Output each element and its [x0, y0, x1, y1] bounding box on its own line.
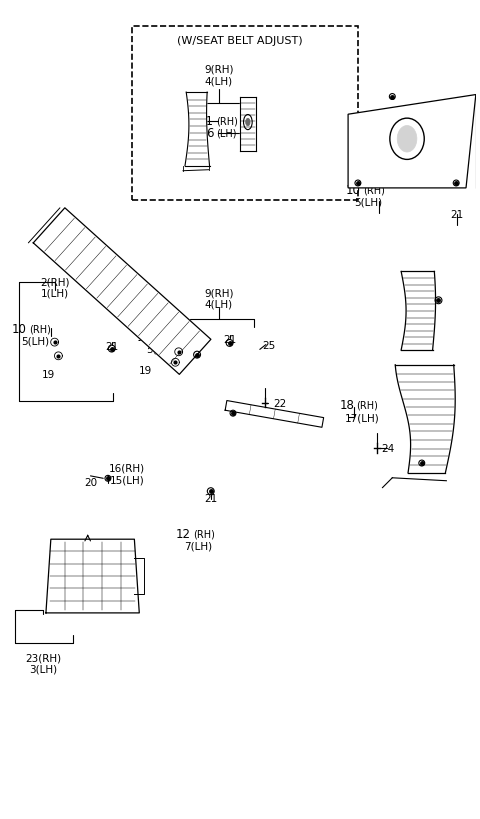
Text: 6: 6 — [206, 127, 214, 140]
Text: 19: 19 — [41, 370, 55, 380]
Text: (RH): (RH) — [29, 324, 51, 334]
Text: 9(RH): 9(RH) — [204, 65, 234, 75]
Text: 10: 10 — [346, 183, 360, 197]
Text: 21: 21 — [223, 334, 236, 345]
Text: 10: 10 — [137, 331, 152, 343]
Text: 12: 12 — [176, 527, 191, 541]
Text: (LH): (LH) — [216, 129, 237, 138]
Text: (RH): (RH) — [357, 400, 378, 410]
Ellipse shape — [246, 119, 250, 127]
Text: 5(LH): 5(LH) — [21, 336, 49, 346]
Text: 18: 18 — [339, 399, 354, 412]
Text: 23(RH): 23(RH) — [25, 653, 61, 663]
Text: 5(LH): 5(LH) — [354, 197, 383, 207]
Text: 11: 11 — [199, 115, 214, 128]
Bar — [132, 27, 358, 201]
Polygon shape — [395, 365, 455, 473]
Text: 22: 22 — [273, 398, 286, 408]
Text: 16(RH): 16(RH) — [109, 463, 145, 473]
Text: 7(LH): 7(LH) — [184, 541, 213, 551]
Text: (RH): (RH) — [398, 139, 420, 149]
Text: (W/SEAT BELT ADJUST): (W/SEAT BELT ADJUST) — [177, 36, 303, 46]
Text: 21: 21 — [105, 342, 119, 351]
Text: 14: 14 — [381, 138, 396, 151]
Text: 10: 10 — [12, 323, 27, 336]
Text: 2(RH): 2(RH) — [40, 278, 70, 287]
Text: (RH): (RH) — [193, 529, 215, 539]
Text: 19: 19 — [139, 366, 152, 376]
Text: 4(LH): 4(LH) — [204, 76, 233, 86]
Text: (RH): (RH) — [154, 332, 176, 342]
Text: 8: 8 — [52, 583, 59, 593]
Polygon shape — [225, 401, 324, 428]
Text: 1(LH): 1(LH) — [41, 288, 69, 299]
Polygon shape — [240, 98, 256, 152]
Polygon shape — [401, 272, 435, 351]
Text: 15(LH): 15(LH) — [109, 474, 144, 485]
Polygon shape — [348, 96, 476, 188]
Text: 25: 25 — [263, 340, 276, 350]
Ellipse shape — [397, 126, 417, 153]
Text: 24: 24 — [382, 443, 395, 453]
Text: 5(LH): 5(LH) — [146, 344, 174, 354]
Text: 9(RH): 9(RH) — [204, 287, 234, 298]
Text: 17(LH): 17(LH) — [345, 413, 380, 423]
Text: 21: 21 — [450, 210, 464, 219]
Text: 20: 20 — [84, 477, 97, 487]
Polygon shape — [185, 93, 210, 166]
Text: 21: 21 — [204, 493, 217, 503]
Text: 13(LH): 13(LH) — [389, 151, 423, 161]
Text: 3(LH): 3(LH) — [29, 663, 58, 674]
Text: (RH): (RH) — [216, 116, 238, 126]
Text: 4(LH): 4(LH) — [204, 299, 233, 309]
Polygon shape — [33, 209, 211, 375]
Text: (RH): (RH) — [362, 185, 384, 195]
Polygon shape — [46, 540, 139, 613]
